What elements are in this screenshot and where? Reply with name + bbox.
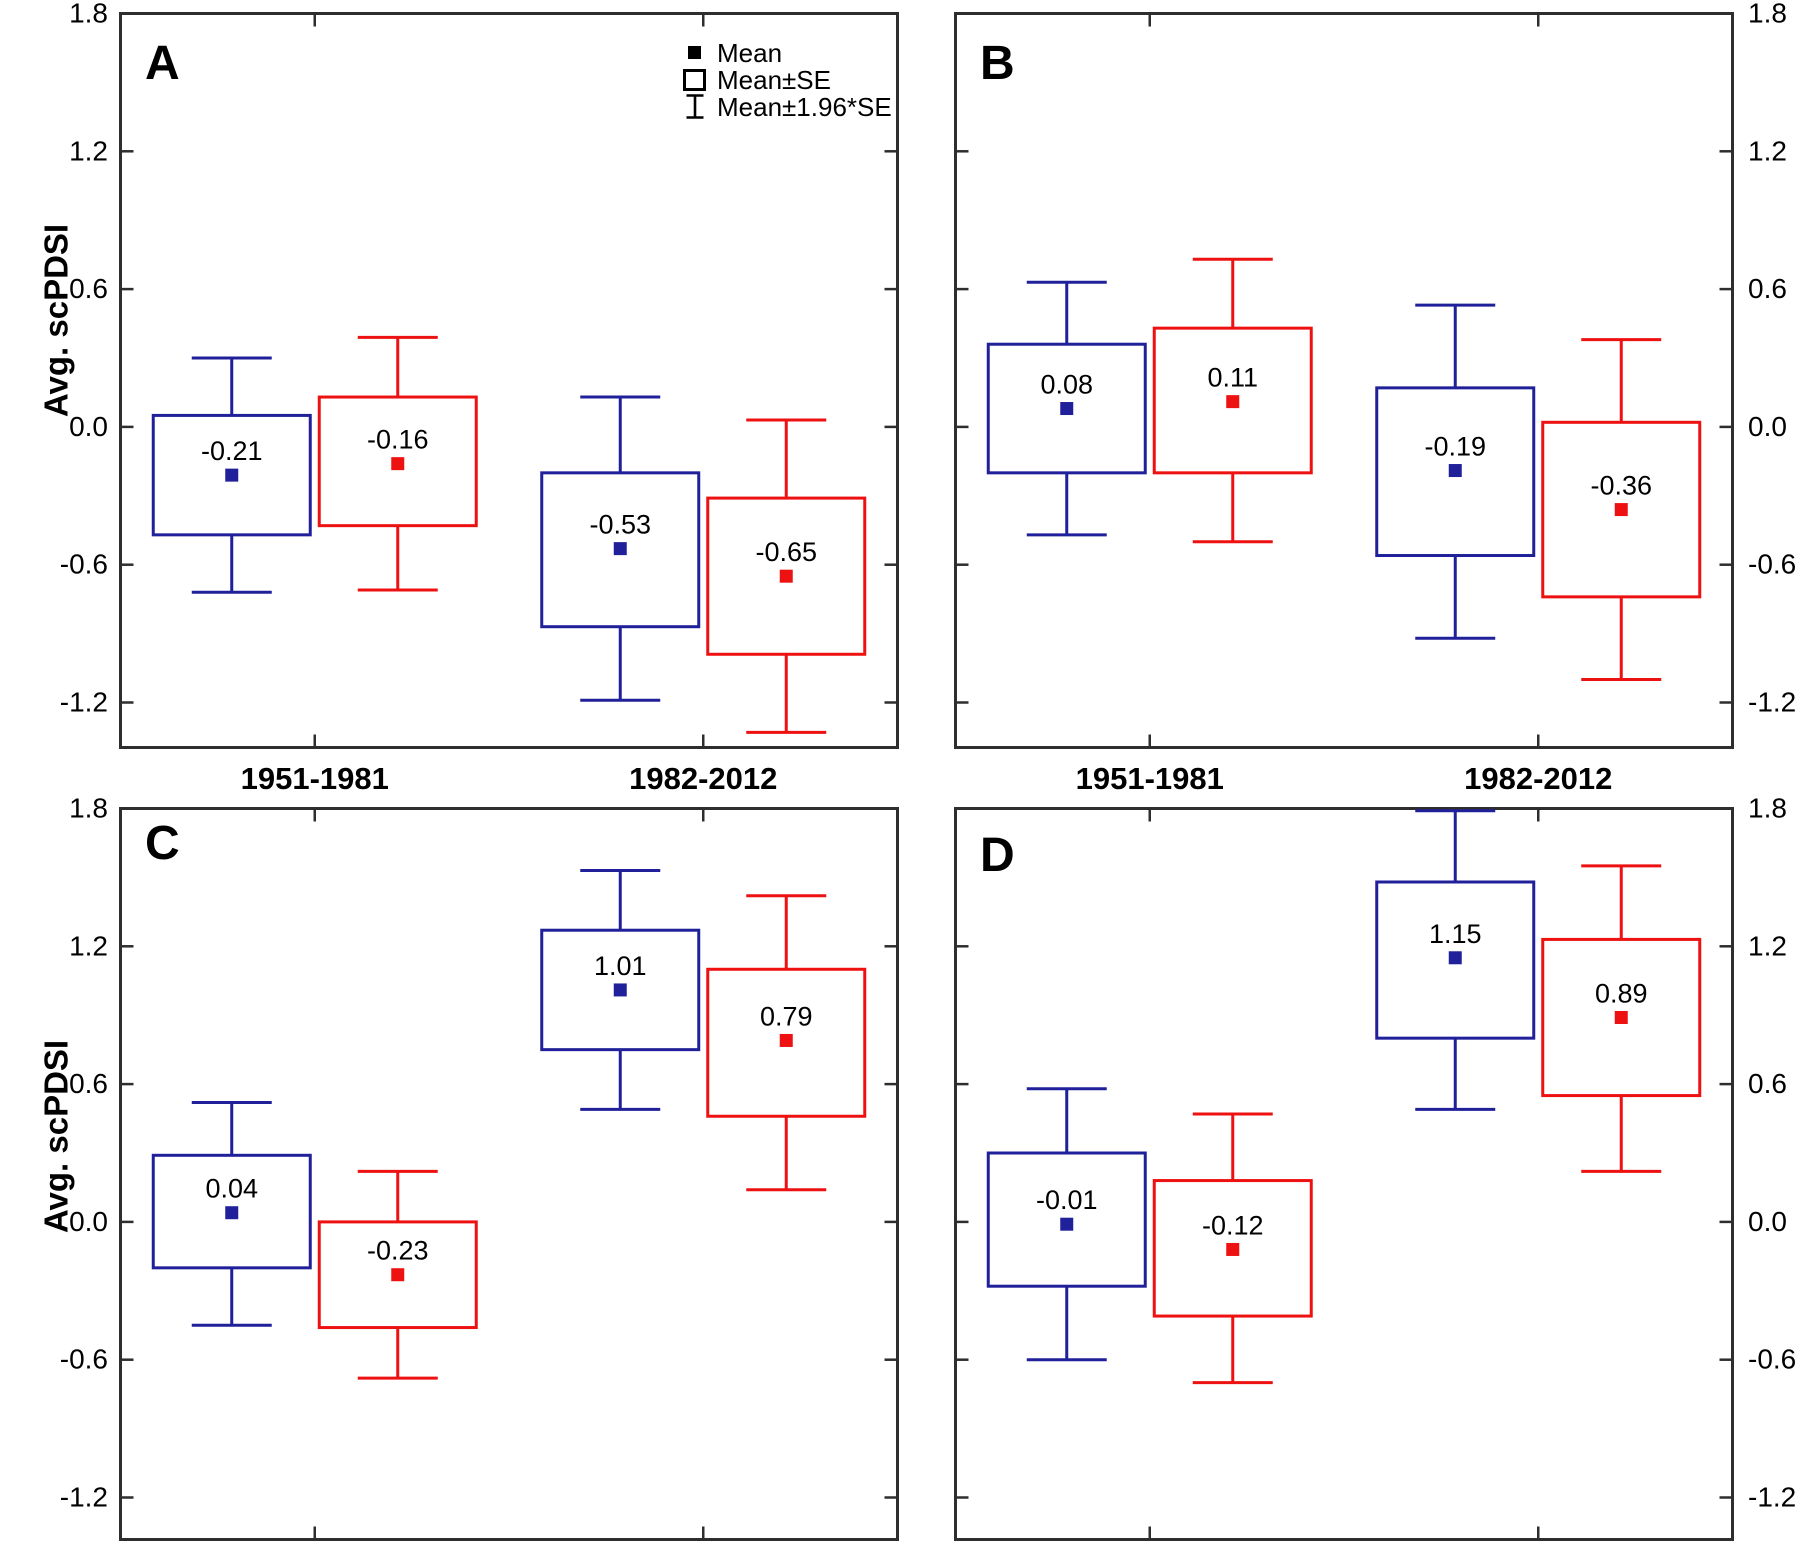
- x-category-label: 1982-2012: [1464, 761, 1612, 796]
- y-tick-label: -1.2: [1748, 687, 1796, 718]
- legend-label-mean-se: Mean±SE: [717, 64, 831, 95]
- mean-value-label: 0.08: [1040, 370, 1093, 400]
- y-tick-label: 1.2: [1748, 135, 1787, 166]
- legend-label-mean: Mean: [717, 37, 783, 68]
- y-axis-title-bottom: Avg. scPDSI: [37, 1039, 75, 1234]
- y-tick-label: 0.0: [1748, 411, 1787, 442]
- legend-row-mean-se: Mean±SE: [683, 66, 892, 93]
- mean-marker: [1060, 1217, 1074, 1231]
- mean-marker: [613, 542, 627, 556]
- mean-marker: [1060, 402, 1074, 416]
- y-tick-label: -0.6: [60, 1344, 108, 1375]
- mean-value-label: -0.19: [1424, 432, 1486, 462]
- mean-value-label: 0.79: [760, 1001, 813, 1031]
- se-box: [986, 1151, 1147, 1288]
- mean-value-label: -0.23: [367, 1236, 429, 1266]
- panel-letter-d: D: [980, 829, 1015, 882]
- legend-label-mean-ci: Mean±1.96*SE: [717, 91, 892, 122]
- panel-border-C: [119, 807, 899, 1541]
- legend-row-mean-ci: Mean±1.96*SE: [683, 93, 892, 120]
- mean-marker: [1448, 951, 1462, 965]
- mean-marker: [1448, 464, 1462, 478]
- mean-value-label: -0.21: [201, 436, 263, 466]
- y-tick-label: -1.2: [60, 1482, 108, 1513]
- legend-row-mean: Mean: [683, 39, 892, 66]
- mean-value-label: -0.16: [367, 425, 429, 455]
- mean-marker: [613, 983, 627, 997]
- y-tick-label: 1.2: [69, 135, 108, 166]
- y-tick-label: 0.0: [1748, 1206, 1787, 1237]
- mean-marker: [779, 1033, 793, 1047]
- x-category-label: 1951-1981: [1076, 761, 1224, 796]
- mean-value-label: 1.15: [1429, 919, 1482, 949]
- y-tick-label: 1.8: [69, 793, 108, 824]
- y-tick-label: 0.0: [69, 1206, 108, 1237]
- mean-marker: [779, 569, 793, 583]
- mean-marker: [391, 457, 405, 471]
- y-tick-label: -1.2: [1748, 1482, 1796, 1513]
- y-tick-label: -0.6: [1748, 1344, 1796, 1375]
- y-axis-title-top: Avg. scPDSI: [37, 223, 75, 418]
- mean-marker: [391, 1268, 405, 1282]
- mean-value-label: 1.01: [594, 951, 647, 981]
- mean-marker: [1614, 1010, 1628, 1024]
- y-tick-label: 1.8: [69, 0, 108, 29]
- panel-border-A: [119, 12, 899, 749]
- mean-value-label: -0.01: [1036, 1185, 1098, 1215]
- mean-marker: [1614, 503, 1628, 517]
- mean-marker: [1226, 1242, 1240, 1256]
- mean-marker: [225, 468, 239, 482]
- y-tick-label: 0.6: [69, 1068, 108, 1099]
- y-tick-label: 0.6: [69, 273, 108, 304]
- mean-marker: [1226, 395, 1240, 409]
- mean-value-label: -0.12: [1202, 1210, 1264, 1240]
- panel-letter-a: A: [145, 37, 180, 90]
- panel-border-D: [954, 807, 1734, 1541]
- y-tick-label: -0.6: [60, 549, 108, 580]
- panel-border-B: [954, 12, 1734, 749]
- mean-value-label: -0.36: [1590, 471, 1652, 501]
- panel-letter-b: B: [980, 37, 1015, 90]
- legend: Mean Mean±SE Mean±1.96*SE: [683, 39, 892, 120]
- panel-letter-c: C: [145, 817, 180, 870]
- x-category-label: 1951-1981: [241, 761, 389, 796]
- y-tick-label: 0.6: [1748, 1068, 1787, 1099]
- mean-value-label: 0.11: [1207, 363, 1258, 393]
- mean-value-label: 0.89: [1595, 978, 1648, 1008]
- y-tick-label: 1.2: [69, 930, 108, 961]
- y-tick-label: 0.6: [1748, 273, 1787, 304]
- mean-value-label: -0.53: [589, 510, 651, 540]
- y-tick-label: -0.6: [1748, 549, 1796, 580]
- y-tick-label: 0.0: [69, 411, 108, 442]
- y-tick-label: 1.8: [1748, 793, 1787, 824]
- x-category-label: 1982-2012: [629, 761, 777, 796]
- y-tick-label: 1.2: [1748, 930, 1787, 961]
- mean-value-label: -0.65: [755, 537, 817, 567]
- mean-value-label: 0.04: [205, 1174, 258, 1204]
- y-tick-label: 1.8: [1748, 0, 1787, 29]
- mean-marker: [225, 1206, 239, 1220]
- mean-se-box-icon: [683, 68, 706, 91]
- y-tick-label: -1.2: [60, 687, 108, 718]
- mean-square-icon: [688, 46, 701, 59]
- error-bar-icon: [683, 93, 707, 120]
